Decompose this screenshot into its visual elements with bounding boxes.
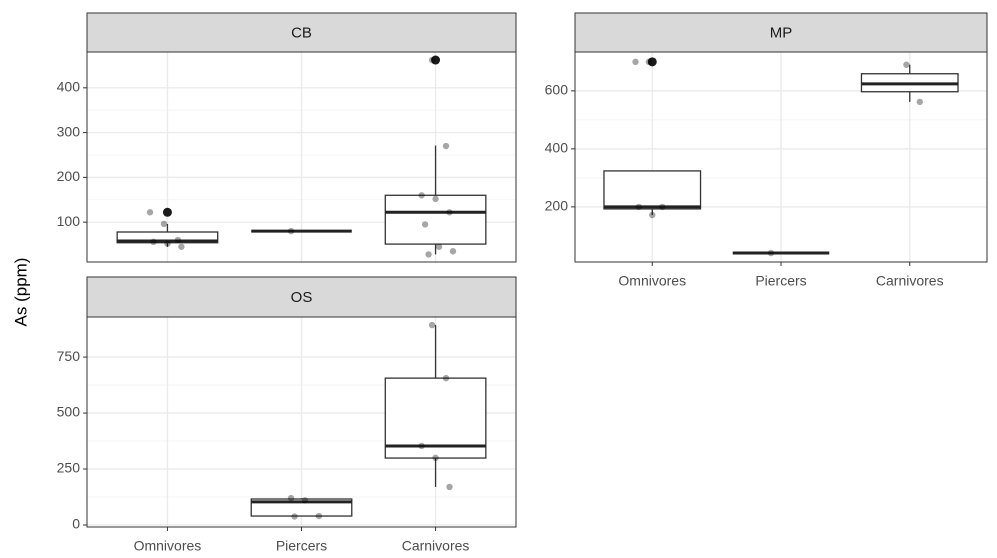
point: [315, 512, 323, 520]
strip: [574, 12, 988, 53]
point: [432, 195, 439, 203]
y-tick-label: 200: [57, 168, 81, 184]
y-tick-label: 300: [57, 123, 81, 139]
y-tick-label: 500: [57, 404, 81, 420]
point: [418, 192, 425, 199]
outlier: [162, 207, 172, 217]
point: [301, 497, 309, 504]
outlier: [647, 57, 657, 67]
point: [446, 483, 453, 491]
point: [635, 203, 643, 211]
point: [160, 220, 168, 228]
box: [384, 194, 487, 245]
point: [418, 442, 425, 450]
point: [164, 240, 171, 247]
y-tick-label: 250: [57, 460, 81, 476]
point: [435, 243, 443, 250]
point: [178, 243, 185, 250]
point: [150, 238, 157, 246]
point: [287, 494, 295, 502]
y-tick-label: 200: [545, 198, 569, 214]
point: [428, 321, 436, 329]
strip-title: MP: [770, 24, 793, 41]
x-tick-label: Piercers: [755, 273, 806, 289]
point: [421, 221, 429, 228]
point: [903, 61, 910, 68]
y-tick-label: 400: [57, 79, 81, 95]
strip-title: OS: [291, 289, 313, 306]
box: [116, 231, 219, 244]
point: [425, 251, 432, 258]
point: [146, 209, 154, 216]
point: [442, 374, 450, 382]
point: [432, 454, 439, 462]
panel-border: [574, 51, 988, 263]
x-tick-label: Omnivores: [134, 538, 202, 554]
y-tick-label: 0: [72, 516, 80, 532]
y-tick-label: 600: [545, 82, 569, 98]
point: [649, 211, 656, 219]
x-tick-label: Carnivores: [402, 538, 470, 554]
box: [603, 170, 702, 210]
point: [287, 227, 295, 235]
point: [174, 236, 182, 244]
x-tick-label: Piercers: [276, 538, 327, 554]
y-tick-label: 400: [545, 140, 569, 156]
y-tick-label: 100: [57, 213, 81, 229]
point: [291, 513, 298, 520]
point: [916, 98, 923, 106]
point: [632, 58, 639, 66]
point: [645, 58, 653, 66]
panel-border: [86, 51, 517, 263]
strip: [86, 12, 517, 53]
point: [449, 248, 457, 255]
point: [446, 209, 453, 216]
point: [442, 142, 450, 150]
x-tick-label: Omnivores: [618, 273, 686, 289]
y-tick-label: 750: [57, 348, 81, 364]
strip-title: CB: [291, 24, 312, 41]
point: [659, 203, 666, 211]
panel-border: [86, 316, 517, 528]
strip: [86, 276, 517, 318]
y-axis-label: As (ppm): [11, 258, 30, 327]
x-tick-label: Carnivores: [876, 273, 944, 289]
point: [767, 249, 775, 257]
point: [428, 56, 436, 64]
outlier: [431, 55, 441, 65]
